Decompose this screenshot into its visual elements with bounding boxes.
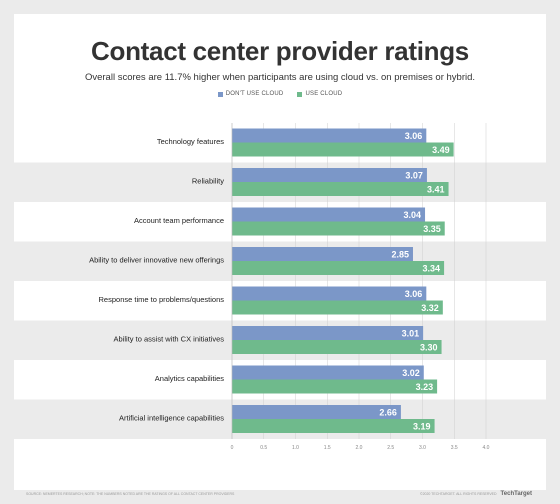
bar-no-cloud <box>232 168 427 182</box>
bar-no-cloud <box>232 405 401 419</box>
bar-no-cloud <box>232 247 413 261</box>
category-label: Ability to deliver innovative new offeri… <box>89 256 224 265</box>
footer-right: ©2020 TECHTARGET. ALL RIGHTS RESERVED Te… <box>420 491 532 497</box>
x-tick-label: 0 <box>231 445 234 451</box>
value-label-cloud: 3.32 <box>421 303 439 313</box>
bar-cloud <box>232 221 445 236</box>
x-tick-label: 3.0 <box>419 445 426 451</box>
category-label: Analytics capabilities <box>155 374 224 383</box>
bar-chart: 0 0.5 1.0 1.5 2.0 2.5 3.0 3.5 4.0 Technology feat… <box>14 123 546 451</box>
bar-cloud <box>232 379 438 394</box>
brand-logo: TechTarget <box>500 491 532 497</box>
value-label-cloud: 3.23 <box>416 382 434 392</box>
x-tick-label: 4.0 <box>483 445 490 451</box>
bar-no-cloud <box>232 207 426 222</box>
bar-no-cloud <box>232 128 427 143</box>
value-label-no-cloud: 3.06 <box>405 289 423 299</box>
value-label-no-cloud: 2.85 <box>391 250 409 260</box>
copyright-text: ©2020 TECHTARGET. ALL RIGHTS RESERVED <box>419 492 497 496</box>
category-label: Artificial intelligence capabilities <box>119 414 224 423</box>
source-note: SOURCE: NEMERTES RESEARCH; NOTE: THE NUM… <box>26 492 235 496</box>
chart-card: Contact center provider ratings Overall … <box>14 14 546 497</box>
bar-cloud <box>232 300 443 315</box>
value-label-no-cloud: 3.07 <box>405 171 423 181</box>
category-label: Reliability <box>192 177 224 186</box>
chart-title: Contact center provider ratings <box>91 36 469 66</box>
x-tick-label: 1.0 <box>292 445 299 451</box>
category-label: Response time to problems/questions <box>99 295 225 304</box>
value-label-no-cloud: 2.66 <box>379 408 397 418</box>
category-label: Technology features <box>157 137 224 146</box>
value-label-cloud: 3.35 <box>423 224 441 234</box>
bar-cloud <box>232 142 454 157</box>
bar-cloud <box>232 261 445 275</box>
x-tick-label: 2.5 <box>387 445 394 451</box>
legend-swatch-cloud <box>297 91 303 97</box>
value-label-cloud: 3.41 <box>427 185 445 195</box>
legend-label-cloud: USE CLOUD <box>305 91 343 97</box>
bar-cloud <box>232 419 435 433</box>
bar-no-cloud <box>232 286 427 301</box>
x-tick-label: 1.5 <box>324 445 331 451</box>
bar-cloud <box>232 182 449 196</box>
bar-no-cloud <box>232 365 424 380</box>
value-label-cloud: 3.19 <box>413 422 431 432</box>
value-label-no-cloud: 3.06 <box>405 131 423 141</box>
x-tick-label: 0.5 <box>260 445 267 451</box>
category-label: Account team performance <box>134 216 224 225</box>
value-label-no-cloud: 3.04 <box>404 210 422 220</box>
chart-subtitle: Overall scores are 11.7% higher when par… <box>84 72 476 83</box>
legend-label-no-cloud: DON'T USE CLOUD <box>225 91 284 97</box>
legend: DON'T USE CLOUD USE CLOUD <box>14 91 546 97</box>
bar-cloud <box>232 340 442 354</box>
bar-no-cloud <box>232 326 424 340</box>
value-label-cloud: 3.49 <box>432 145 450 155</box>
x-tick-label: 2.0 <box>356 445 363 451</box>
legend-item-cloud: USE CLOUD <box>297 91 342 97</box>
value-label-cloud: 3.34 <box>423 264 441 274</box>
category-label: Ability to assist with CX initiatives <box>114 335 225 344</box>
value-label-no-cloud: 3.01 <box>402 329 420 339</box>
value-label-cloud: 3.30 <box>420 343 438 353</box>
value-label-no-cloud: 3.02 <box>402 368 420 378</box>
legend-item-no-cloud: DON'T USE CLOUD <box>217 91 284 97</box>
legend-swatch-no-cloud <box>217 91 223 97</box>
x-tick-label: 3.5 <box>451 445 458 451</box>
